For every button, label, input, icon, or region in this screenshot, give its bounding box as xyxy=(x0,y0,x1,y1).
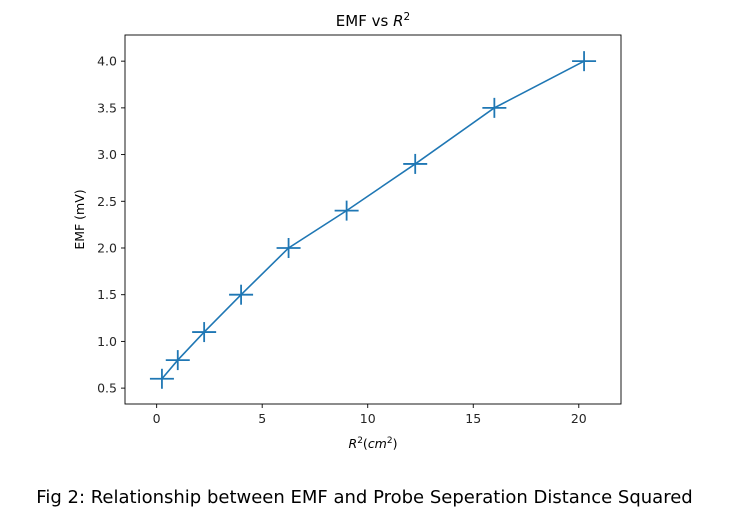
data-point-marker xyxy=(192,322,217,343)
x-tick-label: 10 xyxy=(360,411,376,426)
data-point-marker xyxy=(572,51,597,72)
data-point-marker xyxy=(149,368,174,389)
x-tick-label: 5 xyxy=(258,411,266,426)
y-tick-label: 3.0 xyxy=(97,147,117,162)
data-point-marker xyxy=(165,350,190,371)
data-point-marker xyxy=(276,237,301,258)
y-tick-label: 2.0 xyxy=(97,240,117,255)
y-tick-label: 1.0 xyxy=(97,334,117,349)
x-tick-label: 15 xyxy=(465,411,481,426)
data-point-marker xyxy=(229,284,254,305)
y-tick-label: 2.5 xyxy=(97,194,117,209)
y-tick-label: 4.0 xyxy=(97,54,117,69)
y-tick-label: 3.5 xyxy=(97,100,117,115)
y-tick-label: 0.5 xyxy=(97,381,117,396)
data-point-marker xyxy=(334,200,359,221)
figure-caption: Fig 2: Relationship between EMF and Prob… xyxy=(36,487,693,508)
chart-title: EMF vs R2 xyxy=(336,11,410,30)
plot-area: 0 5 10 15 20 0.5 1.0 1.5 2.0 2.5 3.0 3.5 4.0 xyxy=(97,34,622,426)
x-axis-label: R2(cm2) xyxy=(349,436,398,451)
plot-frame xyxy=(124,34,622,405)
data-point-marker xyxy=(482,97,507,118)
x-tick-label: 20 xyxy=(571,411,587,426)
series-line xyxy=(161,60,585,380)
data-point-marker xyxy=(403,153,428,174)
chart: EMF vs R2 0 5 10 15 20 0.5 1.0 1.5 2.0 2.5 3.0 3.5 4… xyxy=(72,11,622,451)
y-tick-label: 1.5 xyxy=(97,287,117,302)
x-tick-label: 0 xyxy=(153,411,161,426)
y-axis-label: EMF (mV) xyxy=(72,189,87,249)
